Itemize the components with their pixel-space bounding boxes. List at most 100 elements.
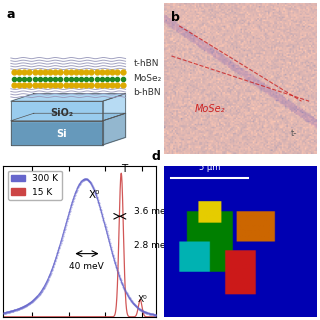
Point <box>124 291 129 296</box>
Point <box>139 308 144 313</box>
Point <box>118 276 123 282</box>
Point <box>19 305 24 310</box>
Point <box>47 274 52 279</box>
Text: 5 μm: 5 μm <box>199 163 220 172</box>
Point <box>13 308 18 313</box>
Point <box>123 289 128 294</box>
Point <box>41 286 46 291</box>
Point <box>79 178 84 183</box>
Point <box>13 307 19 312</box>
Point <box>61 230 66 235</box>
Point <box>99 210 104 215</box>
Point <box>26 301 31 306</box>
Point <box>79 179 84 184</box>
Point <box>34 295 39 300</box>
Point <box>20 305 25 310</box>
Point <box>77 181 83 186</box>
Point <box>106 237 111 242</box>
Point <box>138 307 143 312</box>
Text: 3.6 meV: 3.6 meV <box>134 207 172 216</box>
Point <box>128 297 133 302</box>
Point <box>118 278 124 283</box>
Point <box>124 290 129 295</box>
Point <box>55 249 60 254</box>
Point <box>152 312 157 317</box>
Point <box>150 312 156 317</box>
Point <box>37 291 43 296</box>
Point <box>102 221 107 226</box>
Point <box>101 217 106 222</box>
Point <box>9 308 14 314</box>
Point <box>9 308 14 314</box>
Text: t-: t- <box>291 129 297 138</box>
Point <box>120 283 125 288</box>
Point <box>122 286 127 292</box>
Point <box>82 177 87 182</box>
Point <box>5 310 10 315</box>
Point <box>93 191 98 196</box>
Point <box>46 275 51 280</box>
Point <box>119 279 124 284</box>
Point <box>152 312 157 317</box>
Point <box>20 305 25 310</box>
Point <box>84 177 89 182</box>
Point <box>143 310 148 315</box>
Text: b: b <box>172 11 180 24</box>
Legend: 300 K, 15 K: 300 K, 15 K <box>8 171 62 200</box>
Point <box>11 308 16 313</box>
Point <box>6 309 11 315</box>
Polygon shape <box>103 94 125 121</box>
Point <box>29 299 35 304</box>
Point <box>154 312 159 317</box>
Text: X⁰: X⁰ <box>89 190 100 200</box>
Point <box>39 288 44 293</box>
Point <box>87 179 92 184</box>
Point <box>121 284 126 289</box>
Point <box>139 308 144 313</box>
Point <box>81 177 86 182</box>
Point <box>108 244 113 250</box>
Point <box>117 275 123 280</box>
Point <box>24 303 29 308</box>
Point <box>147 311 152 316</box>
Point <box>107 239 112 244</box>
Point <box>107 241 112 246</box>
Point <box>10 308 15 313</box>
Polygon shape <box>11 121 103 145</box>
Point <box>148 311 154 316</box>
Point <box>33 295 38 300</box>
Point <box>26 301 31 307</box>
Point <box>48 271 53 276</box>
Point <box>30 299 35 304</box>
Point <box>78 180 83 185</box>
Point <box>60 232 66 237</box>
Point <box>137 306 142 311</box>
Point <box>57 242 62 247</box>
Point <box>103 225 108 230</box>
Point <box>18 306 23 311</box>
Point <box>111 254 116 259</box>
Point <box>89 181 94 186</box>
Point <box>130 300 135 305</box>
Point <box>125 292 130 298</box>
Point <box>70 198 75 203</box>
Polygon shape <box>11 101 103 121</box>
Point <box>95 196 100 201</box>
Point <box>125 293 131 299</box>
Point <box>92 189 97 194</box>
Point <box>4 310 9 315</box>
Point <box>117 274 122 279</box>
Point <box>17 306 22 311</box>
Point <box>41 285 46 290</box>
Text: MoSe₂: MoSe₂ <box>195 104 225 114</box>
Point <box>83 177 88 182</box>
Point <box>45 277 50 282</box>
Point <box>38 290 43 295</box>
Point <box>86 178 91 183</box>
Point <box>50 265 55 270</box>
Point <box>46 276 51 281</box>
Point <box>120 282 125 287</box>
Point <box>15 307 20 312</box>
Point <box>64 220 69 226</box>
Point <box>141 309 146 314</box>
